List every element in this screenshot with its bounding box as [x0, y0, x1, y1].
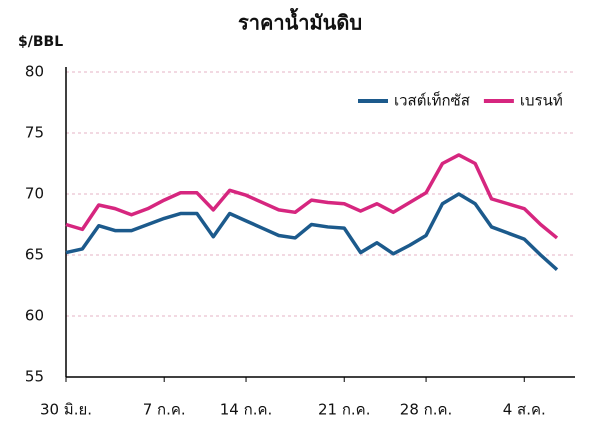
y-tick-label: 75 [25, 124, 44, 142]
x-tick-label: 4 ส.ค. [503, 401, 546, 419]
series-line [65, 192, 559, 271]
series-line [65, 153, 559, 240]
x-tick-label: 21 ก.ค. [318, 401, 371, 419]
y-tick-label: 65 [25, 246, 44, 264]
x-tick-label: 30 มิ.ย. [40, 401, 92, 419]
y-tick-label: 55 [25, 368, 44, 386]
y-tick-label: 70 [25, 185, 44, 203]
x-tick-label: 7 ก.ค. [143, 401, 186, 419]
y-tick-label: 60 [25, 307, 44, 325]
x-tick-label: 28 ก.ค. [400, 401, 453, 419]
y-axis-label: $/BBL [18, 34, 63, 50]
chart-title: ราคาน้ำมันดิบ [238, 8, 362, 35]
legend-label: เบรนท์ [520, 92, 563, 110]
y-tick-label: 80 [25, 63, 44, 81]
x-tick-label: 14 ก.ค. [220, 401, 273, 419]
legend-label: เวสต์เท็กซัส [394, 91, 470, 110]
